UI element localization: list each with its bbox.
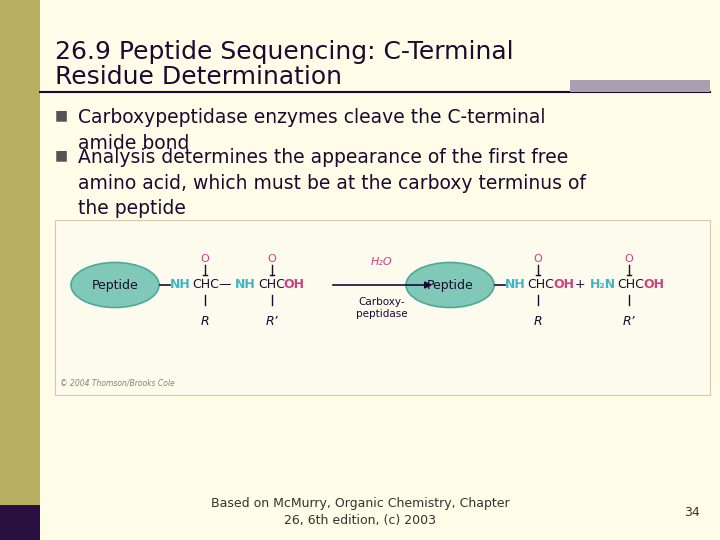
Text: O: O [625, 254, 634, 264]
Text: OH: OH [283, 279, 304, 292]
Text: R: R [201, 315, 210, 328]
Text: R’: R’ [266, 315, 279, 328]
Text: CHC: CHC [527, 279, 554, 292]
Text: Carboxy-
peptidase: Carboxy- peptidase [356, 297, 408, 319]
Text: CHC: CHC [192, 279, 219, 292]
Bar [570, 80, 710, 92]
Text: —: — [218, 279, 230, 292]
Text: ■: ■ [55, 108, 68, 122]
Text: CHC: CHC [617, 279, 644, 292]
Text: © 2004 Thomson/Brooks Cole: © 2004 Thomson/Brooks Cole [60, 379, 175, 388]
Text: Peptide: Peptide [427, 279, 473, 292]
Bar [55, 220, 710, 395]
Text: ■: ■ [55, 148, 68, 162]
Text: R’: R’ [623, 315, 635, 328]
Text: 34: 34 [684, 505, 700, 518]
Ellipse shape [71, 262, 159, 307]
Text: H₂O: H₂O [372, 257, 393, 267]
Text: NH: NH [235, 279, 256, 292]
Text: CHC: CHC [258, 279, 285, 292]
Text: Peptide: Peptide [91, 279, 138, 292]
Bar [0, 505, 40, 540]
Text: Residue Determination: Residue Determination [55, 65, 342, 89]
Text: 26.9 Peptide Sequencing: C-Terminal: 26.9 Peptide Sequencing: C-Terminal [55, 40, 513, 64]
Text: Analysis determines the appearance of the first free
amino acid, which must be a: Analysis determines the appearance of th… [78, 148, 586, 219]
Text: +: + [575, 279, 585, 292]
Text: Based on McMurry, Organic Chemistry, Chapter
26, 6th edition, (c) 2003: Based on McMurry, Organic Chemistry, Cha… [211, 497, 509, 527]
Bar [0, 0, 40, 540]
Text: Carboxypeptidase enzymes cleave the C-terminal
amide bond: Carboxypeptidase enzymes cleave the C-te… [78, 108, 546, 153]
Text: O: O [268, 254, 276, 264]
Text: O: O [201, 254, 210, 264]
Text: OH: OH [553, 279, 574, 292]
Text: OH: OH [643, 279, 664, 292]
Text: NH: NH [170, 279, 191, 292]
Ellipse shape [406, 262, 494, 307]
Text: H₂N: H₂N [590, 279, 616, 292]
Text: R: R [534, 315, 542, 328]
Text: O: O [534, 254, 542, 264]
Text: NH: NH [505, 279, 526, 292]
